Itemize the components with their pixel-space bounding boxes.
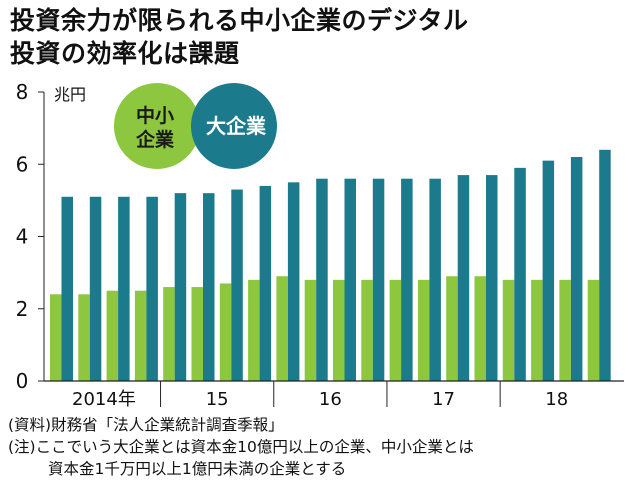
bar-large: [599, 149, 611, 381]
bar-sme: [191, 287, 203, 381]
chart-title-line-2: 投資の効率化は課題: [10, 39, 240, 68]
y-tick-label: 6: [16, 152, 29, 176]
bar-sme: [78, 294, 90, 381]
bar-sme: [474, 276, 486, 381]
y-tick-label: 8: [16, 80, 29, 104]
bar-large: [203, 193, 215, 381]
bar-large: [372, 178, 385, 381]
x-year-label: 2014年: [72, 389, 136, 410]
bar-large: [401, 178, 413, 381]
bar-sme: [163, 287, 175, 381]
bar-chart: 0 2 4 6 8 兆円 2014年 15 16 17 18 中小企業 大企業: [16, 80, 624, 410]
bar-sme: [333, 279, 345, 381]
chart-title-line-1: 投資余力が限られる中小企業のデジタル: [10, 6, 469, 35]
legend-circle-large: [191, 83, 277, 169]
y-axis-unit: 兆円: [54, 85, 86, 104]
bar-sme: [219, 283, 232, 381]
bar-sme: [559, 279, 571, 381]
bar-sme: [304, 279, 317, 381]
bar-sme: [106, 290, 119, 381]
bars: [50, 149, 611, 381]
bar-large: [89, 196, 102, 381]
chart-title: 投資余力が限られる中小企業のデジタル 投資の効率化は課題: [10, 4, 630, 70]
bar-sme: [134, 290, 147, 381]
bar-sme: [276, 276, 288, 381]
definition-note-line-2: 資本金1千万円以上1億円未満の企業とする: [48, 460, 347, 478]
x-year-label: 17: [432, 389, 455, 410]
bar-large: [570, 157, 583, 381]
bar-large: [542, 160, 555, 381]
bar-sme: [531, 279, 543, 381]
bar-large: [118, 196, 130, 381]
bar-sme: [502, 279, 515, 381]
bar-sme: [417, 279, 430, 381]
bar-large: [146, 196, 158, 381]
bar-sme: [248, 279, 260, 381]
bar-sme: [587, 279, 600, 381]
y-tick-label: 4: [16, 225, 29, 249]
bar-large: [344, 178, 356, 381]
bar-sme: [446, 276, 458, 381]
y-tick-label: 2: [16, 297, 29, 321]
legend-label-sme: 中小: [136, 104, 174, 127]
bar-sme: [389, 279, 402, 381]
x-year-label: 15: [206, 389, 229, 410]
legend-label-large: 大企業: [206, 114, 267, 138]
x-year-label: 16: [319, 389, 342, 410]
bar-sme: [361, 279, 373, 381]
y-tick-label: 0: [16, 369, 29, 393]
bar-large: [514, 167, 526, 381]
bar-large: [259, 185, 272, 381]
bar-large: [316, 178, 328, 381]
y-axis-ticks: 0 2 4 6 8: [16, 80, 44, 393]
bar-sme: [50, 294, 62, 381]
bar-large: [61, 196, 73, 381]
bar-large: [287, 182, 300, 381]
legend: 中小企業 大企業: [114, 83, 277, 169]
source-note: (資料)財務省「法人企業統計調査季報」: [8, 416, 284, 434]
bar-large: [231, 189, 243, 381]
bar-large: [429, 178, 441, 381]
bar-large: [457, 175, 470, 381]
definition-note-line-1: (注)ここでいう大企業とは資本金10億円以上の企業、中小企業とは: [8, 438, 474, 456]
legend-label-sme: 企業: [135, 128, 175, 151]
bar-large: [486, 175, 498, 381]
x-year-label: 18: [545, 389, 568, 410]
bar-large: [174, 193, 187, 381]
chart-notes: (資料)財務省「法人企業統計調査季報」 (注)ここでいう大企業とは資本金10億円…: [8, 414, 633, 480]
axes: 兆円 2014年 15 16 17 18: [43, 85, 624, 410]
legend-circle-sme: [114, 83, 200, 169]
